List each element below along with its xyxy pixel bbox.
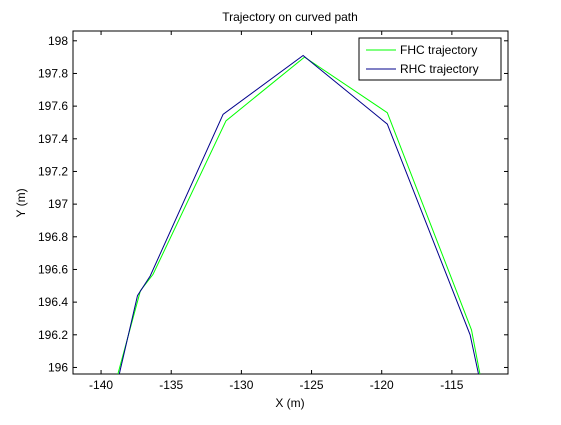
x-tick-label: -130 [229,378,253,392]
x-tick-label: -125 [300,378,324,392]
legend-entry: FHC trajectory [400,43,477,57]
y-tick-label: 197.4 [38,132,68,146]
chart-title: Trajectory on curved path [222,10,358,24]
y-tick-label: 196.4 [38,295,68,309]
y-tick-label: 197.2 [38,164,68,178]
series-layer [117,54,481,374]
y-axis-label: Y (m) [14,188,28,217]
plot-area [72,30,509,375]
y-tick-label: 196.8 [38,230,68,244]
y-tick-label: 197.8 [38,66,68,80]
x-tick-label: -135 [159,378,183,392]
x-axis-label: X (m) [275,396,304,410]
x-tick-label: -140 [89,378,113,392]
legend-entry: RHC trajectory [400,62,479,76]
y-tick-label: 197.6 [38,99,68,113]
x-tick-label: -115 [440,378,463,392]
x-tick-label: -120 [370,378,394,392]
y-tick-label: 197 [48,197,68,211]
y-tick-label: 196 [48,360,68,374]
y-tick-label: 196.2 [38,328,68,342]
y-tick-label: 198 [48,34,68,48]
series-line-rhc [118,54,479,374]
axes-layer: -140 -135 -130 -125 -120 -115 196 196.2 196.4 196… [38,31,508,392]
y-tick-label: 196.6 [38,262,68,276]
legend: FHC trajectory RHC trajectory [358,37,502,81]
legend-box [358,37,502,81]
